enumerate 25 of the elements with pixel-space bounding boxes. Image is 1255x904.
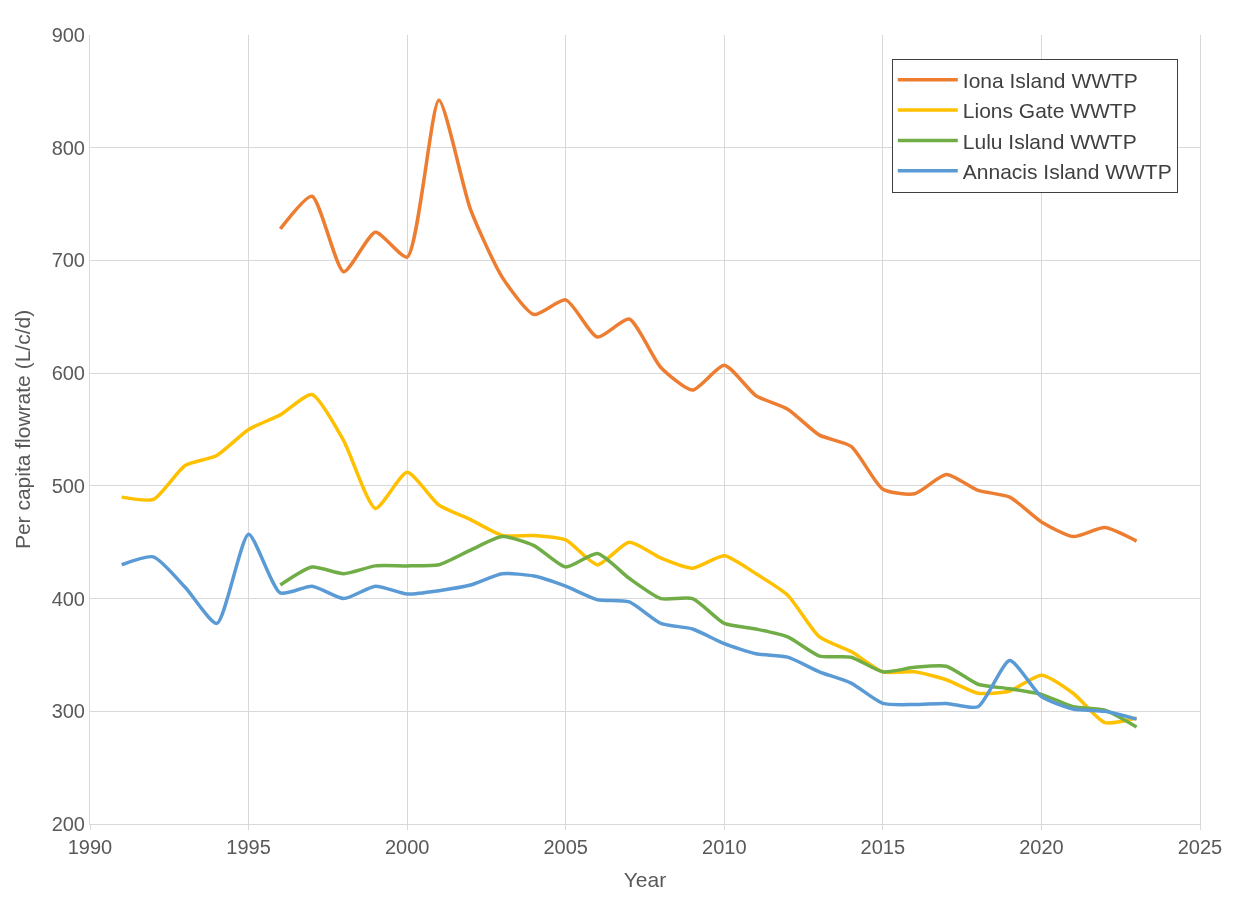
legend-label: Lulu Island WWTP bbox=[962, 129, 1137, 153]
line-series bbox=[119, 532, 1139, 721]
line-series bbox=[278, 534, 1139, 729]
legend-label: Lions Gate WWTP bbox=[962, 99, 1137, 123]
x-tick-label: 2025 bbox=[1177, 836, 1223, 858]
y-tick-label: 500 bbox=[51, 474, 85, 497]
x-axis-title: Year bbox=[623, 868, 667, 892]
y-tick-label: 800 bbox=[51, 136, 85, 159]
x-tick-label: 2015 bbox=[860, 836, 906, 858]
legend-label: Iona Island WWTP bbox=[962, 69, 1138, 93]
x-tick-label: 2010 bbox=[702, 836, 747, 858]
y-tick-label: 300 bbox=[51, 700, 85, 723]
y-axis-title: Per capita flowrate (L/c/d) bbox=[10, 309, 34, 550]
x-tick-label: 2020 bbox=[1019, 836, 1064, 858]
y-tick-label: 700 bbox=[51, 249, 85, 272]
x-tick-label: 2000 bbox=[384, 836, 430, 858]
x-tick-label: 2005 bbox=[543, 836, 588, 858]
y-tick-label: 400 bbox=[51, 587, 85, 610]
line-series bbox=[119, 392, 1139, 725]
y-tick-label: 900 bbox=[51, 24, 85, 46]
x-tick-label: 1995 bbox=[226, 836, 271, 858]
y-tick-label: 200 bbox=[51, 813, 85, 835]
x-tick-label: 1990 bbox=[67, 836, 113, 858]
y-tick-label: 600 bbox=[51, 362, 85, 385]
legend-label: Annacis Island WWTP bbox=[962, 159, 1172, 183]
